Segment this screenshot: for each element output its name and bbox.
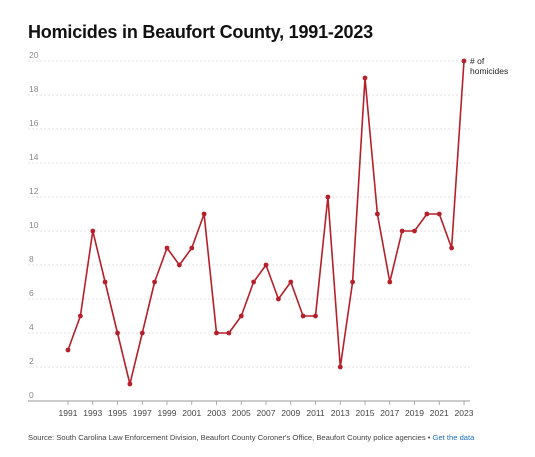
y-tick-label: 4 [29, 322, 34, 332]
data-point [424, 211, 430, 217]
y-tick-label: 12 [29, 186, 39, 196]
data-point [78, 313, 83, 319]
data-point [65, 347, 71, 353]
data-point [313, 313, 318, 319]
y-tick-label: 18 [29, 84, 39, 94]
data-point [412, 228, 417, 234]
x-axis: 1991 1993 1995 1997 1999 2001 2003 2005 2007 2009… [59, 401, 474, 418]
chart-title: Homicides in Beaufort County, 1991-2023 [28, 22, 373, 42]
y-tick-label: 20 [29, 50, 39, 60]
data-point [102, 279, 108, 285]
get-data-link[interactable]: Get the data [432, 433, 475, 442]
y-tick-label: 16 [29, 118, 39, 128]
x-tick-label: 2005 [232, 408, 251, 418]
data-point [288, 279, 294, 285]
data-point [226, 330, 232, 336]
data-point [449, 245, 454, 251]
y-axis: 0 2 4 6 8 10 12 14 16 18 20 [29, 50, 39, 400]
data-point [189, 245, 195, 251]
data-point [90, 228, 96, 234]
y-tick-label: 14 [29, 152, 39, 162]
y-tick-label: 0 [29, 390, 34, 400]
x-tick-label: 1991 [59, 408, 78, 418]
data-point [238, 313, 244, 319]
source-text: Source: South Carolina Law Enforcement D… [28, 433, 433, 442]
x-tick-label: 1993 [83, 408, 102, 418]
data-point [263, 262, 269, 268]
data-point [375, 211, 380, 217]
x-tick-label: 2015 [356, 408, 375, 418]
y-tick-label: 6 [29, 288, 34, 298]
data-point [214, 330, 219, 336]
data-point [436, 211, 442, 217]
x-tick-label: 1999 [158, 408, 177, 418]
data-point [337, 364, 343, 370]
x-tick-label: 2021 [430, 408, 449, 418]
x-tick-label: 1995 [108, 408, 127, 418]
source-note: Source: South Carolina Law Enforcement D… [28, 433, 474, 442]
y-tick-label: 8 [29, 254, 34, 264]
x-tick-label: 1997 [133, 408, 152, 418]
x-tick-label: 2001 [182, 408, 201, 418]
data-point [177, 262, 182, 268]
x-tick-label: 2023 [455, 408, 474, 418]
data-point [139, 330, 145, 336]
x-tick-label: 2007 [257, 408, 276, 418]
data-point [251, 279, 256, 285]
data-point [461, 58, 467, 64]
series-line [67, 60, 465, 385]
series-label: # of [470, 56, 485, 66]
data-point [152, 279, 158, 285]
x-tick-label: 2003 [207, 408, 226, 418]
data-point [399, 228, 405, 234]
y-tick-label: 2 [29, 356, 34, 366]
data-point [164, 245, 170, 251]
data-point [115, 330, 120, 336]
data-point [300, 313, 306, 319]
data-point [127, 381, 133, 387]
data-point [387, 279, 393, 285]
x-tick-label: 2013 [331, 408, 350, 418]
data-point [362, 75, 368, 81]
data-point [276, 296, 281, 302]
data-point [325, 194, 331, 200]
x-tick-label: 2017 [380, 408, 399, 418]
x-tick-label: 2011 [306, 408, 325, 418]
data-point [201, 211, 207, 217]
y-tick-label: 10 [29, 220, 39, 230]
series-homicides [65, 58, 467, 387]
data-point [350, 279, 355, 285]
series-label-line2: homicides [470, 66, 508, 76]
gridlines [28, 60, 470, 402]
x-tick-label: 2019 [405, 408, 424, 418]
x-tick-label: 2009 [281, 408, 300, 418]
